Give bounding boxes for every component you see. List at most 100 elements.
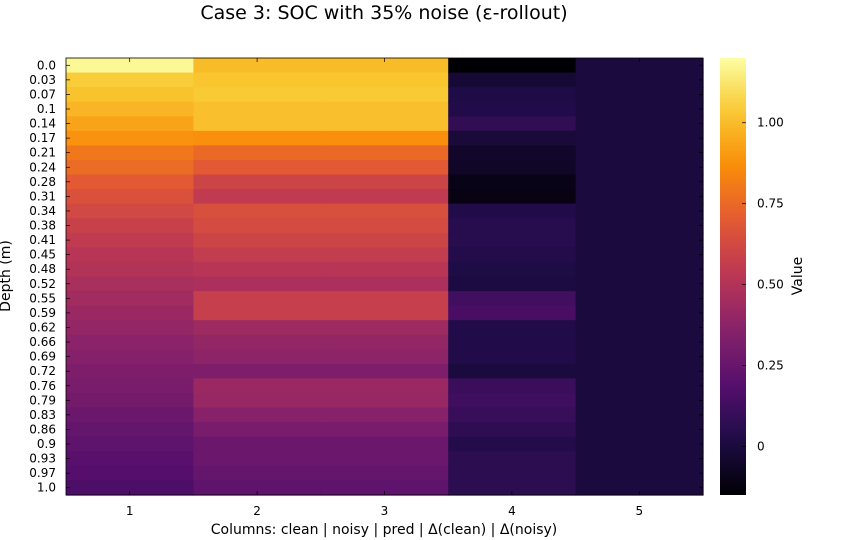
heatmap-cell — [575, 363, 704, 380]
heatmap-cell — [193, 349, 322, 365]
heatmap-cell — [575, 116, 704, 132]
heatmap-cell — [320, 174, 449, 190]
heatmap-cell — [448, 363, 577, 380]
y-tick-label: 0.55 — [29, 291, 56, 305]
y-tick-label: 0.59 — [29, 306, 56, 320]
heatmap-cell — [320, 334, 449, 350]
heatmap-cell — [193, 247, 322, 263]
heatmap-cell — [66, 422, 194, 438]
heatmap-cell — [575, 203, 704, 219]
y-tick-label: 0.0 — [37, 58, 56, 72]
heatmap-cell — [448, 480, 577, 496]
heatmap-cell — [193, 378, 322, 394]
heatmap-cell — [193, 334, 322, 350]
heatmap-cell — [575, 480, 704, 496]
heatmap-cell — [66, 116, 194, 132]
heatmap-cell — [448, 174, 577, 190]
heatmap-cell — [66, 465, 194, 482]
heatmap-cell — [320, 232, 449, 248]
y-tick-label: 0.86 — [29, 422, 56, 436]
heatmap-cell — [575, 305, 704, 321]
heatmap-cell — [320, 465, 449, 482]
chart-title: Case 3: SOC with 35% noise (ε-rollout) — [200, 2, 567, 24]
y-tick-label: 0.38 — [29, 219, 56, 233]
heatmap-cell — [193, 320, 322, 336]
heatmap-cell — [448, 116, 577, 132]
colorbar-tick-label: 0.25 — [757, 359, 784, 373]
heatmap-cell — [575, 101, 704, 117]
heatmap-cell — [448, 203, 577, 219]
y-tick-label: 0.9 — [37, 437, 56, 451]
heatmap-cell — [448, 130, 577, 146]
y-tick-label: 0.1 — [37, 102, 56, 116]
heatmap-cell — [575, 218, 704, 234]
heatmap-cell — [193, 436, 322, 452]
heatmap-cell — [66, 436, 194, 452]
heatmap-cells — [66, 58, 704, 496]
heatmap-cell — [66, 334, 194, 350]
heatmap-cell — [575, 407, 704, 423]
y-tick-label: 0.48 — [29, 262, 56, 276]
heatmap-cell — [320, 189, 449, 205]
heatmap-cell — [66, 87, 194, 103]
heatmap-cell — [448, 291, 577, 307]
heatmap-cell — [66, 363, 194, 380]
heatmap-cell — [193, 189, 322, 205]
heatmap-cell — [66, 174, 194, 190]
heatmap-cell — [320, 393, 449, 409]
heatmap-cell — [320, 261, 449, 278]
y-tick-label: 0.97 — [29, 466, 56, 480]
y-tick-label: 0.17 — [29, 131, 56, 145]
heatmap-cell — [448, 407, 577, 423]
heatmap-cell — [193, 465, 322, 482]
heatmap-cell — [575, 378, 704, 394]
y-tick-label: 0.03 — [29, 73, 56, 87]
heatmap-cell — [575, 87, 704, 103]
heatmap-cell — [193, 101, 322, 117]
heatmap-cell — [320, 72, 449, 88]
y-tick-label: 0.07 — [29, 87, 56, 101]
y-tick-label: 0.62 — [29, 320, 56, 334]
heatmap-cell — [66, 159, 194, 176]
heatmap-cell — [66, 407, 194, 423]
heatmap-cell — [448, 393, 577, 409]
y-tick-label: 0.41 — [29, 233, 56, 247]
heatmap-cell — [193, 407, 322, 423]
heatmap-cell — [448, 232, 577, 248]
heatmap-cell — [320, 87, 449, 103]
heatmap-cell — [193, 159, 322, 176]
x-tick-label: 2 — [253, 504, 261, 518]
colorbar-tick-label: 0 — [757, 439, 765, 453]
heatmap-cell — [320, 130, 449, 146]
heatmap-cell — [448, 378, 577, 394]
heatmap-cell — [448, 145, 577, 161]
heatmap-cell — [193, 58, 322, 74]
heatmap-cell — [66, 130, 194, 146]
y-tick-label: 0.21 — [29, 146, 56, 160]
heatmap-cell — [193, 145, 322, 161]
heatmap-cell — [193, 276, 322, 292]
colorbar-label: Value — [790, 257, 806, 295]
heatmap-cell — [320, 159, 449, 176]
heatmap-cell — [193, 116, 322, 132]
heatmap-cell — [448, 247, 577, 263]
y-tick-label: 0.83 — [29, 408, 56, 422]
heatmap-cell — [575, 130, 704, 146]
heatmap-cell — [66, 480, 194, 496]
heatmap-cell — [320, 276, 449, 292]
heatmap-cell — [193, 72, 322, 88]
heatmap-cell — [320, 145, 449, 161]
heatmap-cell — [193, 422, 322, 438]
y-tick-label: 0.31 — [29, 189, 56, 203]
heatmap-cell — [448, 305, 577, 321]
heatmap-cell — [448, 101, 577, 117]
heatmap-cell — [448, 261, 577, 278]
heatmap-cell — [448, 189, 577, 205]
y-axis-ticks: 0.00.030.070.10.140.170.210.240.280.310.… — [29, 58, 703, 495]
y-axis-label: Depth (m) — [0, 240, 14, 312]
heatmap-cell — [448, 159, 577, 176]
heatmap-cell — [320, 58, 449, 74]
heatmap-cell — [66, 320, 194, 336]
heatmap-cell — [448, 334, 577, 350]
heatmap-cell — [448, 422, 577, 438]
